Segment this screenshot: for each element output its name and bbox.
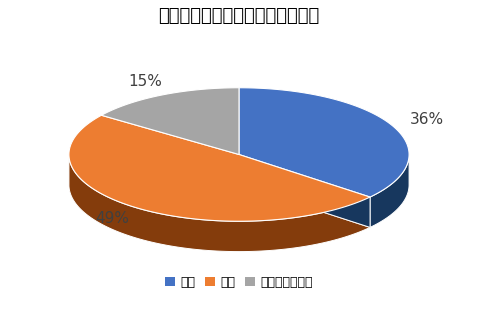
Text: ヴェゼルの乗り心地・満足度調査: ヴェゼルの乗り心地・満足度調査 (158, 7, 320, 25)
Text: 15%: 15% (128, 74, 162, 89)
Polygon shape (69, 115, 370, 221)
Polygon shape (101, 88, 239, 154)
Polygon shape (239, 154, 370, 227)
Polygon shape (239, 88, 409, 197)
Text: 36%: 36% (410, 112, 444, 127)
Polygon shape (370, 155, 409, 227)
Polygon shape (69, 156, 370, 252)
Text: 49%: 49% (95, 211, 129, 226)
Legend: 満足, 不満, どちらでもない: 満足, 不満, どちらでもない (160, 271, 318, 294)
Polygon shape (239, 154, 370, 227)
